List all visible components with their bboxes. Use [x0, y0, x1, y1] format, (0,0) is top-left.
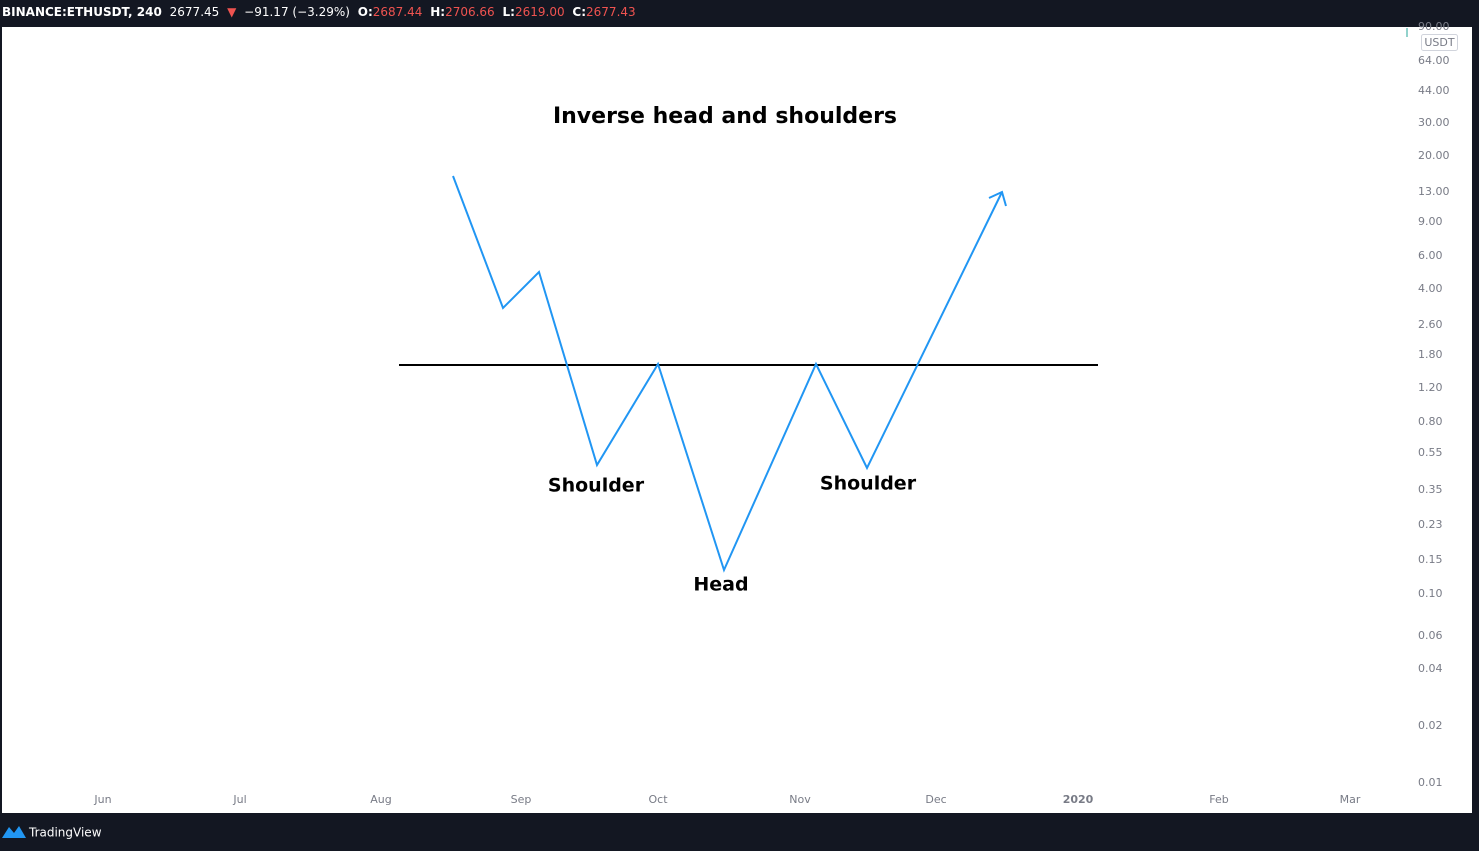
- legend: BINANCE:ETHUSDT, 240 2677.45 ▼ −91.17 (−…: [2, 5, 636, 19]
- last-price: 2677.45: [170, 5, 220, 19]
- time-label: Mar: [1340, 793, 1361, 806]
- annotation: Head: [693, 574, 748, 596]
- close-label: C:: [572, 5, 586, 19]
- annotation: Shoulder: [820, 473, 917, 495]
- price-label: 4.00: [1418, 282, 1443, 295]
- symbol: BINANCE:ETHUSDT, 240: [2, 5, 162, 19]
- price-label: 0.15: [1418, 553, 1443, 566]
- close: 2677.43: [586, 5, 636, 19]
- price-label: 90.00: [1418, 20, 1450, 33]
- chart-area: [2, 27, 1472, 813]
- low: 2619.00: [515, 5, 565, 19]
- time-label: Jun: [93, 793, 111, 806]
- price-label: 64.00: [1418, 54, 1450, 67]
- price-label: 0.55: [1418, 446, 1443, 459]
- pattern-line: [452, 175, 1003, 573]
- brand[interactable]: TradingView: [28, 826, 102, 840]
- price-label: 6.00: [1418, 249, 1443, 262]
- high-label: H:: [430, 5, 445, 19]
- time-label: Jul: [232, 793, 246, 806]
- price-label: 30.00: [1418, 116, 1450, 129]
- price-label: 9.00: [1418, 215, 1443, 228]
- currency-box[interactable]: [1421, 34, 1458, 51]
- price-label: 0.06: [1418, 629, 1443, 642]
- time-label: Aug: [370, 793, 391, 806]
- price-label: 2.60: [1418, 318, 1443, 331]
- open: 2687.44: [373, 5, 423, 19]
- change: −91.17 (−3.29%): [244, 5, 350, 19]
- time-label: 2020: [1063, 793, 1094, 806]
- logo: [2, 826, 26, 838]
- header-bar: [0, 0, 1479, 27]
- price-label: 0.35: [1418, 483, 1443, 496]
- price-label: 44.00: [1418, 84, 1450, 97]
- open-label: O:: [358, 5, 373, 19]
- low-label: L:: [503, 5, 515, 19]
- time-label: Sep: [511, 793, 532, 806]
- down-arrow: ▼: [227, 5, 237, 19]
- footer-bar: [0, 813, 1479, 851]
- arrow-head: [988, 190, 1007, 207]
- price-label: 1.20: [1418, 381, 1443, 394]
- currency: USDT: [1424, 36, 1455, 49]
- price-label: 0.10: [1418, 587, 1443, 600]
- high: 2706.66: [445, 5, 495, 19]
- price-label: 0.23: [1418, 518, 1443, 531]
- price-label: 13.00: [1418, 185, 1450, 198]
- chart-title: Inverse head and shoulders: [553, 104, 897, 129]
- time-label: Feb: [1209, 793, 1228, 806]
- price-label: 0.01: [1418, 776, 1443, 789]
- price-label: 0.80: [1418, 415, 1443, 428]
- annotation: Shoulder: [548, 475, 645, 497]
- price-label: 0.04: [1418, 662, 1443, 675]
- price-label: 1.80: [1418, 348, 1443, 361]
- price-label: 20.00: [1418, 149, 1450, 162]
- time-label: Nov: [789, 793, 811, 806]
- price-label: 0.02: [1418, 719, 1443, 732]
- time-label: Oct: [648, 793, 668, 806]
- time-label: Dec: [925, 793, 946, 806]
